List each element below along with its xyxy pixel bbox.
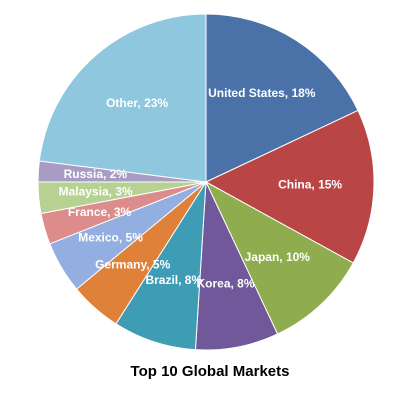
data-label: France, 3%	[68, 205, 132, 219]
data-label: Japan, 10%	[245, 250, 311, 264]
data-label: Malaysia, 3%	[59, 185, 133, 199]
pie-slice	[38, 13, 207, 183]
data-label: Germany, 5%	[95, 257, 170, 271]
pie-slice	[205, 13, 359, 183]
pie-slice	[204, 180, 354, 335]
data-label: Korea, 8%	[197, 276, 255, 290]
data-label: Brazil, 8%	[145, 273, 202, 287]
data-label: Other, 23%	[106, 96, 168, 110]
data-label: United States, 18%	[208, 86, 316, 100]
data-label: Mexico, 5%	[78, 231, 143, 245]
data-label: China, 15%	[278, 177, 342, 191]
pie-slice	[204, 109, 375, 264]
data-label: Russia, 2%	[64, 167, 128, 181]
chart-title: Top 10 Global Markets	[131, 363, 290, 380]
